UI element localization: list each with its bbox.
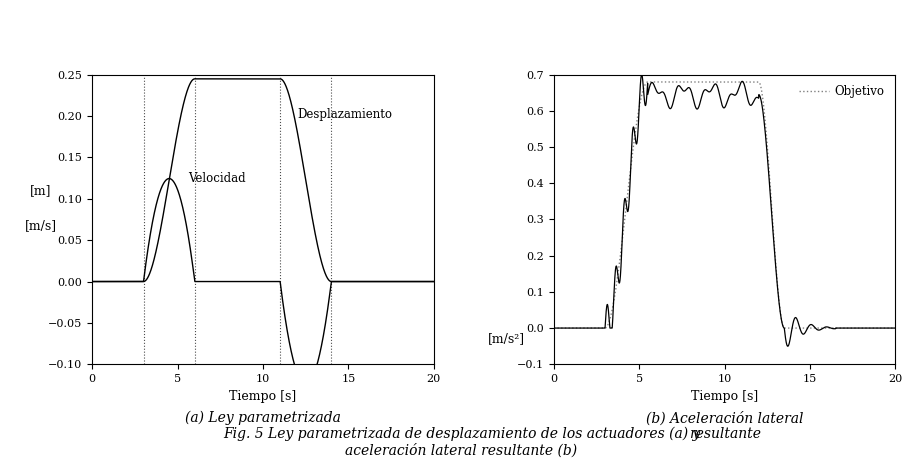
Line: Objetivo: Objetivo bbox=[554, 82, 895, 328]
Objetivo bbox=[890, 325, 901, 331]
Objetivo bbox=[846, 325, 857, 331]
Text: (a) Ley parametrizada: (a) Ley parametrizada bbox=[186, 411, 341, 425]
Text: Desplazamiento: Desplazamiento bbox=[297, 108, 392, 121]
Text: Fig. 5 Ley parametrizada de desplazamiento de los actuadores (a) y
aceleración l: Fig. 5 Ley parametrizada de desplazamien… bbox=[222, 427, 701, 458]
X-axis label: Tiempo [s]: Tiempo [s] bbox=[230, 389, 296, 403]
Objetivo bbox=[607, 303, 618, 308]
Objetivo bbox=[587, 325, 598, 331]
Objetivo bbox=[679, 79, 690, 85]
Text: Velocidad: Velocidad bbox=[188, 172, 246, 185]
Objetivo bbox=[883, 325, 894, 331]
Objetivo bbox=[642, 79, 653, 85]
Objetivo bbox=[548, 325, 559, 331]
Text: [m]: [m] bbox=[30, 184, 52, 197]
Text: [m/s]: [m/s] bbox=[25, 219, 57, 232]
Text: [m/s²]: [m/s²] bbox=[487, 332, 524, 345]
Text: (b) Aceleración lateral
resultante: (b) Aceleración lateral resultante bbox=[646, 411, 803, 441]
Legend: Objetivo: Objetivo bbox=[795, 81, 890, 103]
Objetivo bbox=[694, 79, 705, 85]
X-axis label: Tiempo [s]: Tiempo [s] bbox=[691, 389, 758, 403]
